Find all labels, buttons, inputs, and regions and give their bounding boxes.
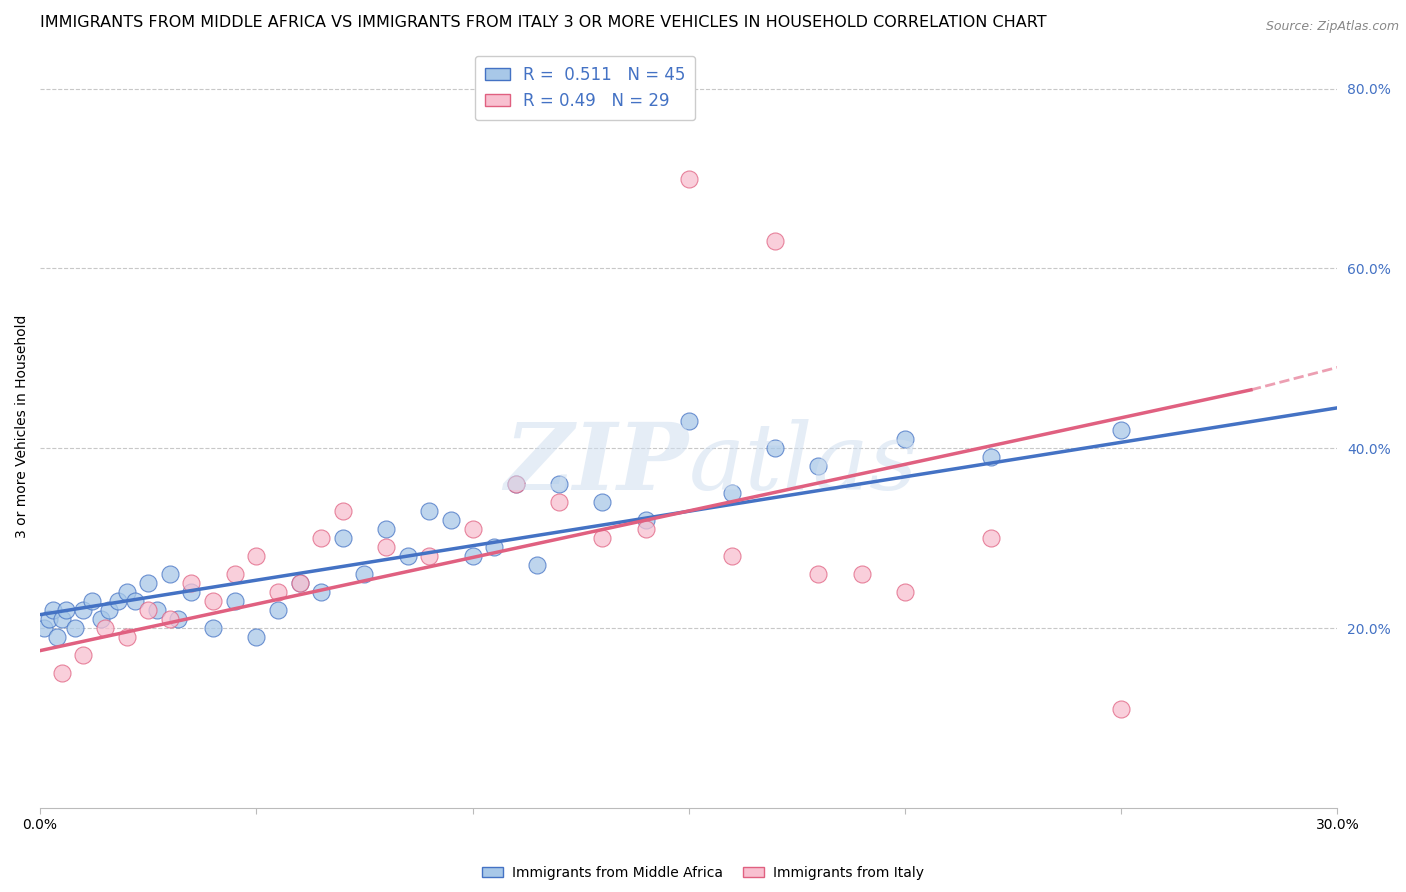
Point — [807, 459, 830, 474]
Point — [80, 594, 103, 608]
Point — [548, 477, 571, 491]
Point — [591, 495, 613, 509]
Point — [245, 630, 267, 644]
Point — [548, 495, 571, 509]
Point — [461, 549, 484, 564]
Point — [94, 621, 117, 635]
Point — [51, 666, 73, 681]
Point — [267, 603, 290, 617]
Point — [375, 522, 398, 536]
Point — [332, 504, 354, 518]
Point — [180, 585, 202, 599]
Point — [591, 531, 613, 545]
Point — [353, 567, 375, 582]
Point — [980, 450, 1002, 465]
Point — [851, 567, 873, 582]
Point — [482, 540, 505, 554]
Point — [505, 477, 527, 491]
Point — [505, 477, 527, 491]
Text: ZIP: ZIP — [505, 419, 689, 509]
Point — [678, 171, 700, 186]
Point — [396, 549, 419, 564]
Point — [136, 603, 159, 617]
Point — [115, 630, 138, 644]
Point — [38, 612, 60, 626]
Point — [124, 594, 146, 608]
Point — [721, 486, 744, 500]
Point — [98, 603, 121, 617]
Point — [115, 585, 138, 599]
Point — [72, 603, 94, 617]
Legend: R =  0.511   N = 45, R = 0.49   N = 29: R = 0.511 N = 45, R = 0.49 N = 29 — [475, 56, 696, 120]
Point — [807, 567, 830, 582]
Text: Source: ZipAtlas.com: Source: ZipAtlas.com — [1265, 20, 1399, 33]
Point — [332, 531, 354, 545]
Point — [763, 442, 786, 456]
Point — [224, 567, 246, 582]
Point — [634, 513, 657, 527]
Point — [90, 612, 112, 626]
Point — [245, 549, 267, 564]
Point — [107, 594, 129, 608]
Point — [224, 594, 246, 608]
Point — [678, 414, 700, 428]
Point — [526, 558, 548, 573]
Point — [46, 630, 69, 644]
Point — [42, 603, 65, 617]
Point — [202, 621, 225, 635]
Point — [1109, 702, 1132, 716]
Point — [202, 594, 225, 608]
Point — [72, 648, 94, 662]
Point — [721, 549, 744, 564]
Point — [55, 603, 77, 617]
Point — [461, 522, 484, 536]
Point — [894, 433, 917, 447]
Point — [167, 612, 190, 626]
Point — [34, 621, 56, 635]
Text: IMMIGRANTS FROM MIDDLE AFRICA VS IMMIGRANTS FROM ITALY 3 OR MORE VEHICLES IN HOU: IMMIGRANTS FROM MIDDLE AFRICA VS IMMIGRA… — [41, 15, 1046, 30]
Text: atlas: atlas — [689, 419, 918, 509]
Point — [146, 603, 169, 617]
Point — [51, 612, 73, 626]
Legend: Immigrants from Middle Africa, Immigrants from Italy: Immigrants from Middle Africa, Immigrant… — [477, 860, 929, 885]
Point — [136, 576, 159, 591]
Point — [418, 549, 440, 564]
Point — [63, 621, 86, 635]
Point — [180, 576, 202, 591]
Point — [288, 576, 311, 591]
Point — [159, 612, 181, 626]
Point — [375, 540, 398, 554]
Point — [418, 504, 440, 518]
Point — [1109, 423, 1132, 437]
Point — [288, 576, 311, 591]
Point — [440, 513, 463, 527]
Point — [159, 567, 181, 582]
Point — [634, 522, 657, 536]
Point — [763, 235, 786, 249]
Point — [980, 531, 1002, 545]
Point — [309, 531, 332, 545]
Point — [309, 585, 332, 599]
Y-axis label: 3 or more Vehicles in Household: 3 or more Vehicles in Household — [15, 314, 30, 538]
Point — [267, 585, 290, 599]
Point — [894, 585, 917, 599]
